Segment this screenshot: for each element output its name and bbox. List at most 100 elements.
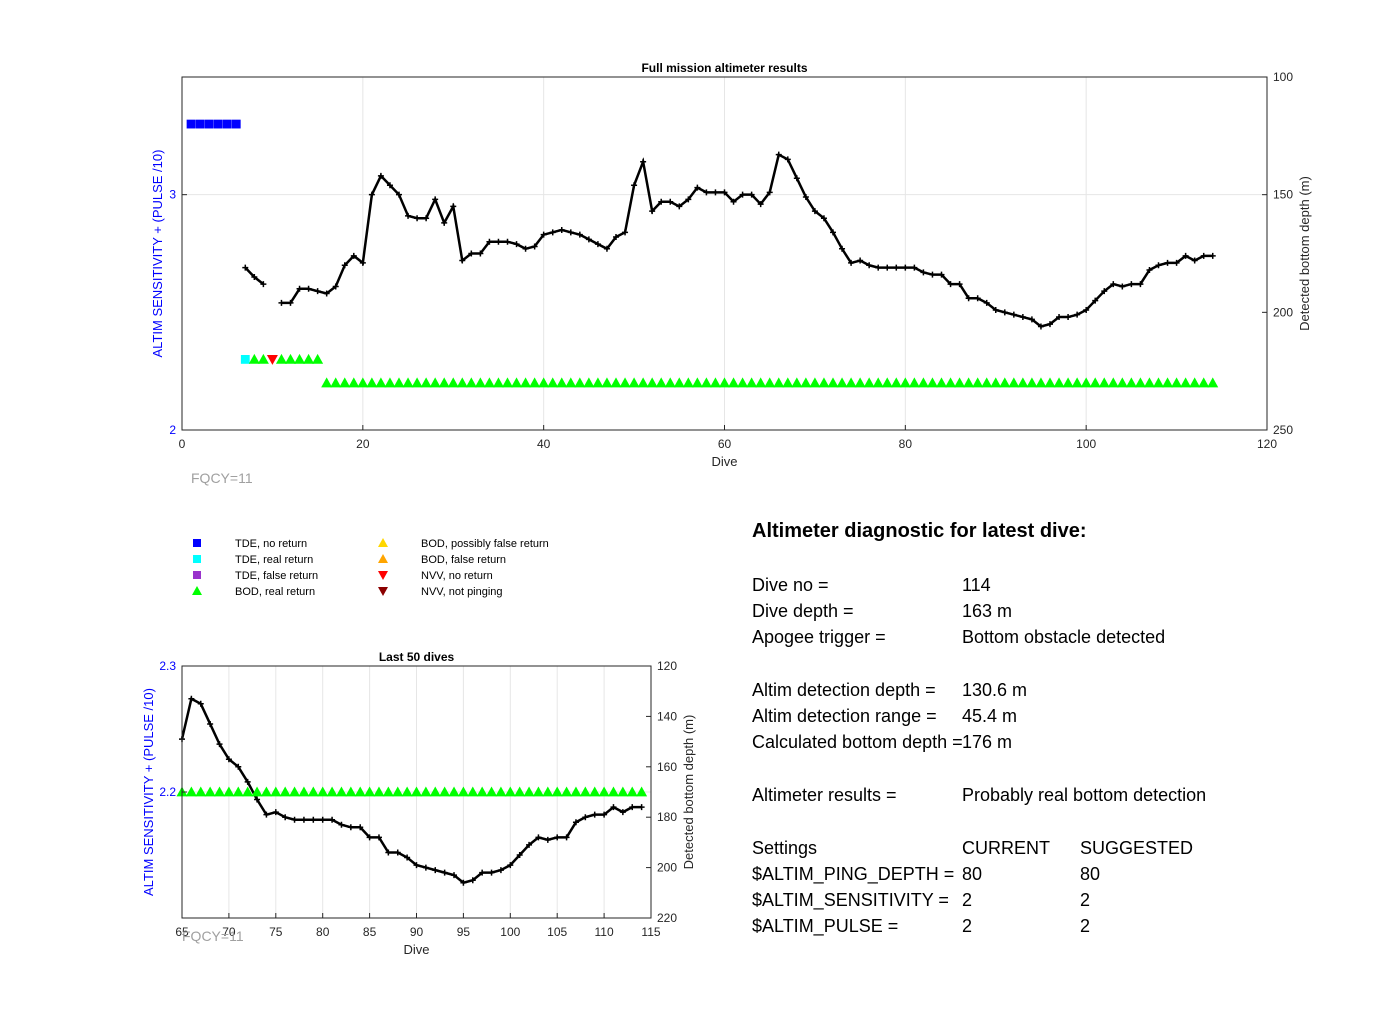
status-marker [791, 377, 803, 388]
legend-marker [193, 539, 201, 547]
depth-point [540, 231, 547, 238]
depth-point [423, 215, 430, 222]
status-marker [520, 377, 532, 388]
depth-point [405, 212, 412, 219]
depth-point [866, 262, 873, 269]
depth-point [1209, 252, 1216, 259]
setting-pulse-current: 2 [962, 916, 973, 936]
fqcy-annotation: FQCY=11 [182, 928, 244, 944]
legend-marker [378, 587, 388, 596]
status-marker [637, 377, 649, 388]
status-marker [1026, 377, 1038, 388]
depth-point [1028, 316, 1035, 323]
status-marker [999, 377, 1011, 388]
y-right-tick-label: 100 [1273, 70, 1293, 84]
depth-point [1137, 281, 1144, 288]
status-marker [890, 377, 902, 388]
depth-point [1001, 309, 1008, 316]
status-marker [492, 377, 504, 388]
depth-point [582, 814, 589, 821]
status-marker [1134, 377, 1146, 388]
status-marker [1035, 377, 1047, 388]
legend-marker [192, 586, 202, 595]
diag-value-dive-no: 114 [962, 575, 991, 595]
y-right-tick-label: 120 [657, 659, 677, 673]
status-marker [1008, 377, 1020, 388]
status-marker [782, 377, 794, 388]
depth-point [563, 834, 570, 841]
status-marker [583, 377, 595, 388]
depth-point [572, 819, 579, 826]
status-marker [636, 786, 648, 797]
depth-point [594, 241, 601, 248]
depth-point [811, 208, 818, 215]
legend: TDE, no return TDE, real return TDE, false… [192, 538, 549, 598]
status-marker [411, 377, 423, 388]
depth-point [667, 198, 674, 205]
depth-point [350, 252, 357, 259]
y-right-axis-label: Detected bottom depth (m) [1297, 176, 1312, 331]
depth-point [1056, 314, 1063, 321]
depth-point [721, 189, 728, 196]
status-marker [242, 786, 254, 797]
depth-point [884, 264, 891, 271]
status-marker [467, 786, 479, 797]
depth-point [983, 299, 990, 306]
depth-point [730, 198, 737, 205]
depth-point [394, 849, 401, 856]
x-tick-label: 110 [595, 925, 614, 939]
status-marker [429, 786, 441, 797]
x-tick-label: 100 [1076, 437, 1096, 451]
status-marker [364, 786, 376, 797]
x-tick-label: 80 [316, 925, 330, 939]
status-marker [195, 786, 207, 797]
status-marker [457, 786, 469, 797]
status-marker [1044, 377, 1056, 388]
status-marker [529, 377, 541, 388]
diag-label-detection-depth: Altim detection depth = [752, 680, 936, 700]
depth-point [585, 236, 592, 243]
depth-point [375, 834, 382, 841]
depth-point [1110, 281, 1117, 288]
status-marker [214, 786, 226, 797]
status-marker [570, 786, 582, 797]
depth-point [272, 809, 279, 816]
status-marker [204, 786, 216, 797]
setting-pulse-label: $ALTIM_PULSE = [752, 916, 899, 936]
status-marker [312, 353, 324, 364]
depth-point [386, 182, 393, 189]
depth-point [359, 259, 366, 266]
status-marker [1180, 377, 1192, 388]
depth-point [522, 245, 529, 252]
depth-point [296, 285, 303, 292]
status-marker [655, 377, 667, 388]
depth-point [1047, 321, 1053, 328]
depth-point [319, 816, 326, 823]
status-marker [709, 377, 721, 388]
status-marker [1198, 377, 1210, 388]
status-marker [1053, 377, 1065, 388]
depth-point [1164, 259, 1171, 266]
status-marker [438, 377, 450, 388]
depth-point [432, 867, 439, 874]
depth-point [235, 763, 242, 770]
status-marker [1062, 377, 1074, 388]
status-marker [330, 377, 342, 388]
status-marker [547, 377, 559, 388]
y-left-tick-label: 2 [169, 423, 176, 437]
depth-point [739, 191, 746, 198]
status-marker [474, 377, 486, 388]
legend-label: TDE, real return [235, 554, 313, 566]
depth-point [263, 811, 270, 818]
depth-point [929, 271, 936, 278]
depth-point [486, 238, 493, 245]
status-marker [335, 786, 347, 797]
depth-point [441, 869, 448, 876]
depth-point [488, 869, 495, 876]
status-marker [990, 377, 1002, 388]
status-marker [836, 377, 848, 388]
status-marker [248, 353, 260, 364]
status-marker [872, 377, 884, 388]
depth-point [1128, 281, 1135, 288]
chart-title: Full mission altimeter results [641, 61, 807, 75]
